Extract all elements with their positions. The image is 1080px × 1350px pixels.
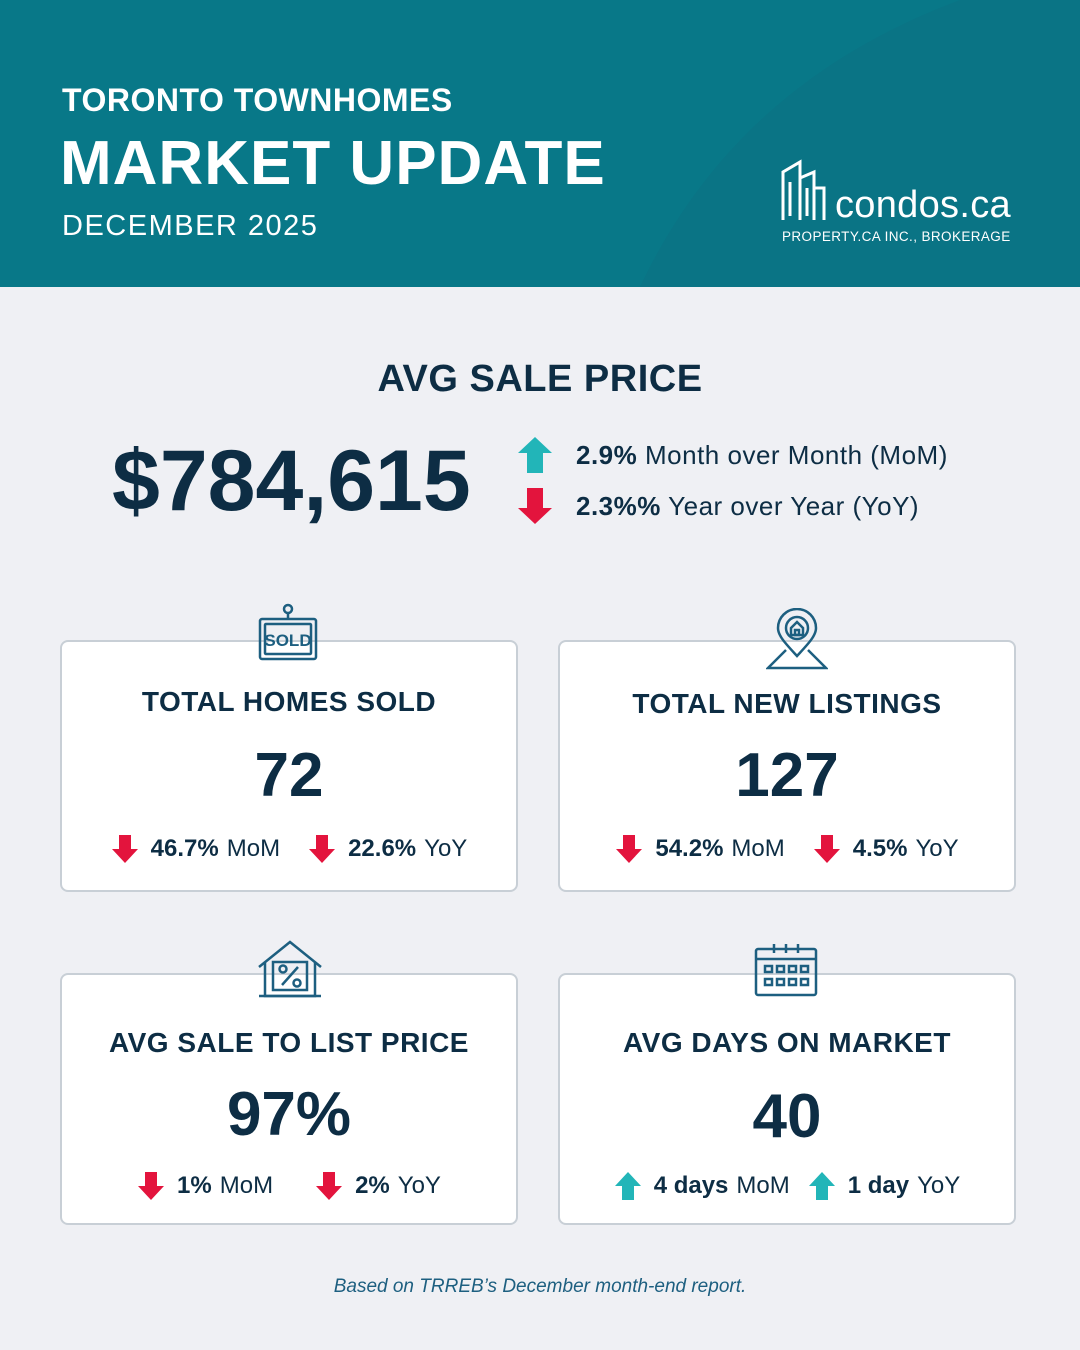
arrow-down-icon [813, 835, 840, 863]
arrow-up-icon [614, 1172, 641, 1200]
stat-yoy-label: YoY [915, 835, 959, 862]
header-title: MARKET UPDATE [60, 129, 606, 198]
stat-yoy-label: YoY [424, 835, 468, 862]
footer-note: Based on TRREB’s December month-end repo… [333, 1276, 747, 1297]
arrow-down-icon [316, 1172, 343, 1200]
card-title: TOTAL NEW LISTINGS [632, 688, 942, 719]
stat-mom-value: 4 days [653, 1172, 729, 1199]
card-title: AVG SALE TO LIST PRICE [108, 1027, 469, 1058]
logo-tagline: PROPERTY.CA INC., BROKERAGE [782, 229, 1011, 244]
card-stats: 46.7% MoM 22.6% YoY [62, 834, 516, 864]
arrow-down-icon [518, 488, 552, 524]
stat-mom: 1% MoM [137, 1171, 273, 1201]
arrow-up-icon [808, 1172, 835, 1200]
card-value: 40 [752, 1082, 822, 1151]
stat-mom: 46.7% MoM [111, 834, 280, 864]
stat-mom: 4 days MoM [614, 1171, 790, 1201]
card-homes-sold: TOTAL HOMES SOLD 72 46.7% MoM 22.6% YoY [60, 640, 518, 892]
stat-mom-label: MoM [731, 835, 785, 862]
card-value: 127 [735, 741, 839, 810]
house-pin-icon [766, 608, 828, 670]
stat-yoy-value: 2% [355, 1172, 390, 1199]
header-date: DECEMBER 2025 [62, 210, 319, 242]
avg-price-mom-value: 2.9% [576, 440, 638, 470]
arrow-down-icon [616, 835, 643, 863]
avg-sale-price-value: $784,615 [112, 433, 471, 529]
brand-logo[interactable]: condos.ca PROPERTY.CA INC., BROKERAGE [780, 158, 1040, 248]
calendar-icon [754, 944, 818, 997]
stat-yoy-label: YoY [397, 1172, 441, 1199]
stat-yoy: 4.5% YoY [813, 834, 959, 864]
arrow-down-icon [138, 1172, 165, 1200]
stat-yoy-label: YoY [917, 1172, 961, 1199]
sold-sign-text: SOLD [264, 631, 311, 650]
logo-name: condos.ca [835, 184, 1011, 226]
avg-price-yoy-value: 2.3%% [576, 491, 661, 521]
card-value: 97% [226, 1080, 352, 1149]
stat-mom-value: 54.2% [655, 835, 724, 862]
avg-price-mom-label: Month over Month (MoM) [645, 440, 948, 470]
card-days-on-market: AVG DAYS ON MARKET 40 4 days MoM 1 day Y… [558, 973, 1016, 1225]
stat-yoy: 22.6% YoY [308, 834, 467, 864]
header-banner: TORONTO TOWNHOMES MARKET UPDATE DECEMBER… [0, 0, 1080, 287]
stat-mom-value: 46.7% [150, 835, 219, 862]
arrow-down-icon [111, 835, 138, 863]
header-swoosh [640, 0, 1080, 287]
house-percent-icon [258, 940, 322, 998]
card-title: AVG DAYS ON MARKET [623, 1027, 951, 1058]
avg-price-mom: 2.9% Month over Month (MoM) [576, 440, 948, 471]
header-subtitle: TORONTO TOWNHOMES [62, 82, 453, 118]
card-value: 72 [254, 741, 324, 810]
sold-sign-icon: SOLD [258, 603, 318, 661]
avg-sale-price-title: AVG SALE PRICE [377, 358, 703, 400]
stat-mom-label: MoM [736, 1172, 790, 1199]
stat-yoy: 1 day YoY [808, 1171, 961, 1201]
card-sale-to-list: AVG SALE TO LIST PRICE 97% 1% MoM 2% YoY [60, 973, 518, 1225]
card-stats: 54.2% MoM 4.5% YoY [560, 834, 1014, 864]
card-title: TOTAL HOMES SOLD [141, 686, 437, 717]
stat-mom-label: MoM [226, 835, 281, 862]
card-stats: 4 days MoM 1 day YoY [560, 1171, 1014, 1201]
stat-yoy-value: 4.5% [852, 835, 908, 862]
arrow-up-icon [518, 437, 552, 473]
buildings-icon [781, 159, 826, 220]
stat-mom-label: MoM [219, 1172, 274, 1199]
stat-mom: 54.2% MoM [615, 834, 785, 864]
card-new-listings: TOTAL NEW LISTINGS 127 54.2% MoM 4.5% Yo… [558, 640, 1016, 892]
stat-mom-value: 1% [177, 1172, 212, 1199]
stat-yoy-value: 1 day [847, 1172, 910, 1199]
stat-yoy-value: 22.6% [348, 835, 417, 862]
card-stats: 1% MoM 2% YoY [62, 1171, 516, 1201]
avg-price-yoy-label: Year over Year (YoY) [668, 491, 920, 521]
arrow-down-icon [309, 835, 336, 863]
avg-price-yoy: 2.3%% Year over Year (YoY) [576, 491, 919, 522]
stat-yoy: 2% YoY [315, 1171, 441, 1201]
